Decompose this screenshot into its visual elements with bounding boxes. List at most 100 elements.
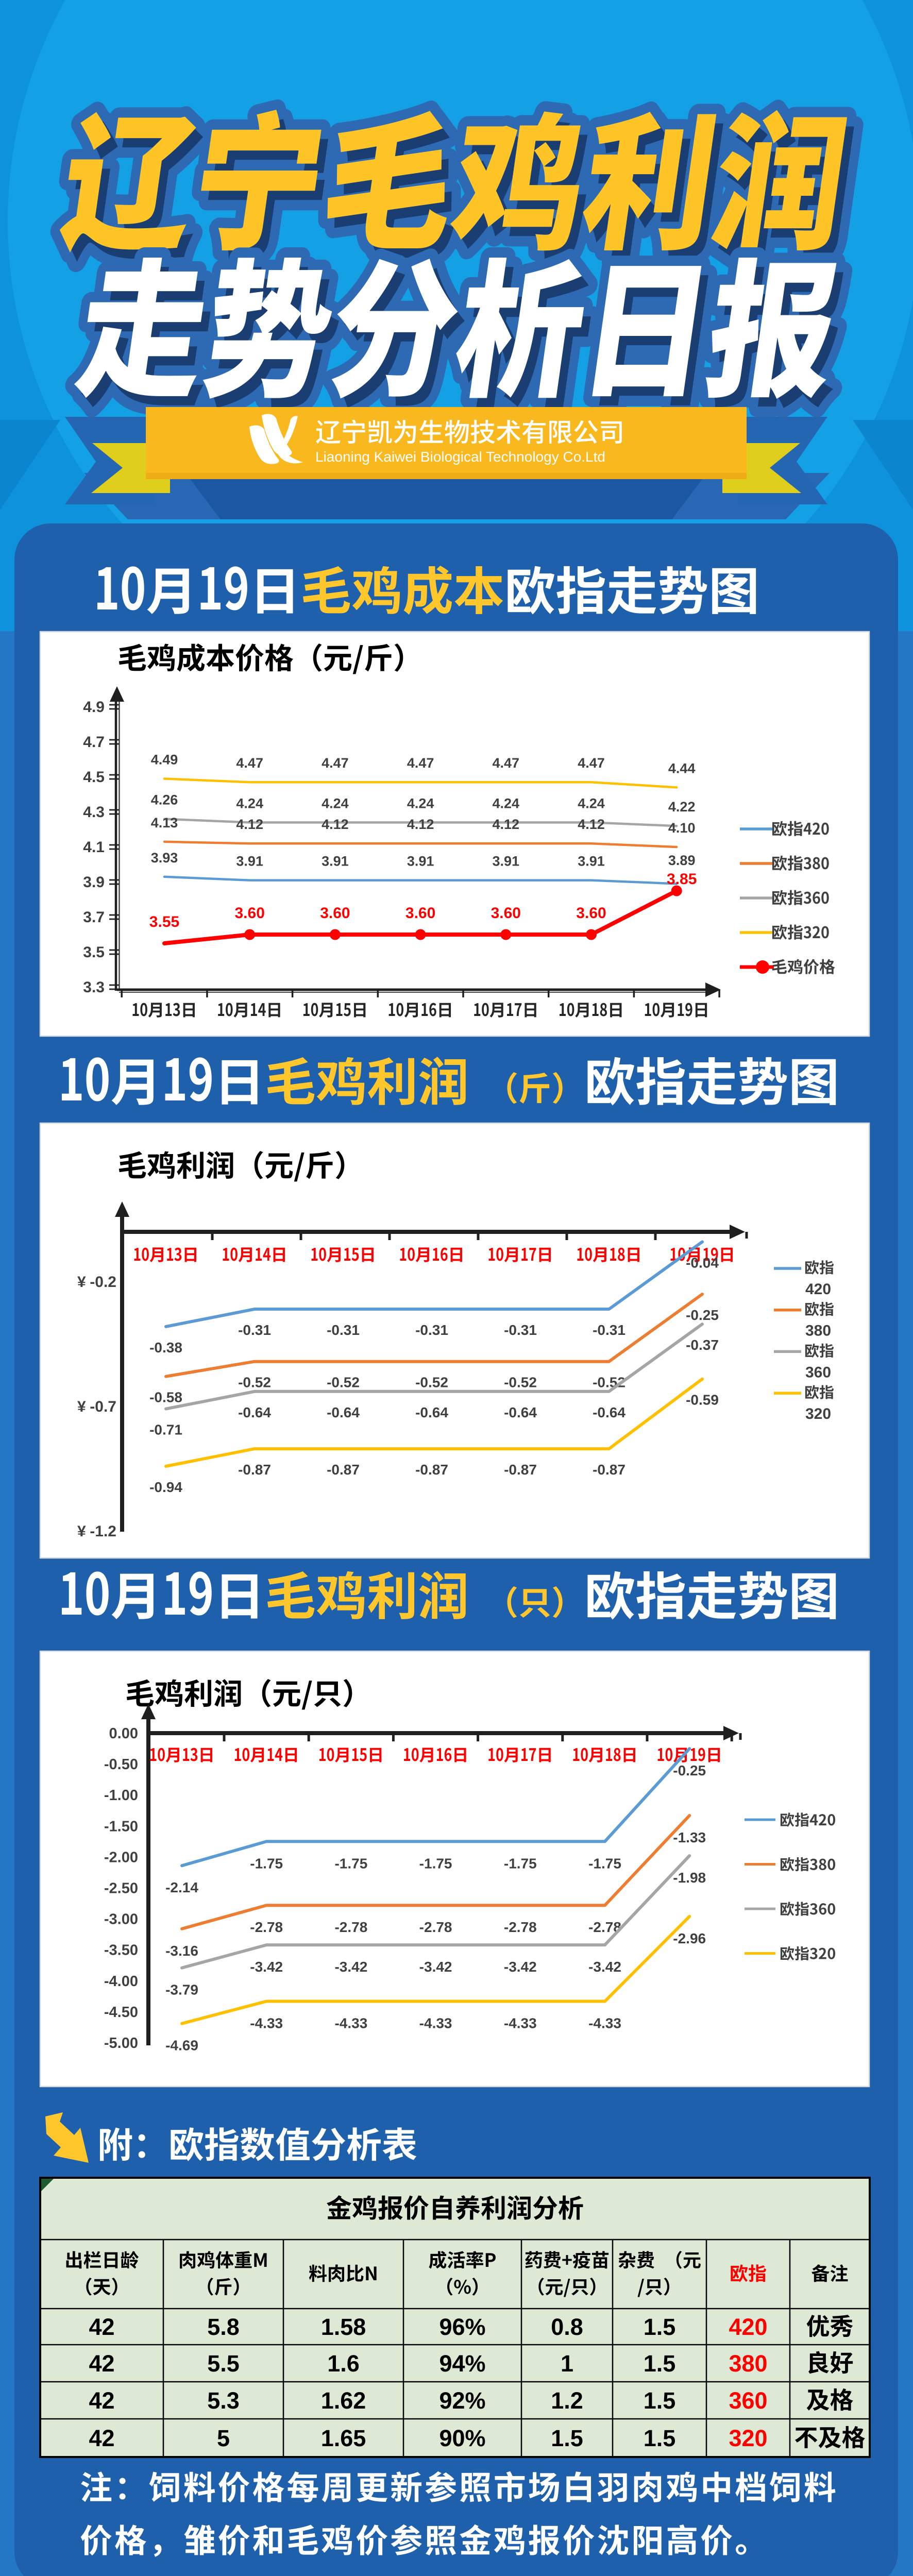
svg-text:4.5: 4.5: [83, 769, 105, 786]
svg-text:3.85: 3.85: [667, 871, 697, 888]
svg-text:0.8: 0.8: [551, 2314, 583, 2340]
svg-text:-1.75: -1.75: [419, 1855, 452, 1871]
svg-text:42: 42: [89, 2425, 114, 2451]
svg-text:3.60: 3.60: [405, 905, 435, 922]
svg-text:3.3: 3.3: [83, 979, 105, 996]
svg-text:4.10: 4.10: [668, 820, 696, 836]
svg-text:94%: 94%: [439, 2350, 485, 2377]
svg-text:-2.14: -2.14: [165, 1879, 198, 1895]
svg-text:3.60: 3.60: [576, 905, 606, 922]
svg-text:4.7: 4.7: [83, 734, 105, 751]
svg-text:92%: 92%: [439, 2387, 485, 2414]
svg-text:-0.2: -0.2: [90, 1274, 116, 1291]
svg-text:3.9: 3.9: [83, 874, 105, 891]
svg-text:-0.52: -0.52: [238, 1375, 271, 1391]
svg-text:-0.52: -0.52: [327, 1375, 360, 1391]
svg-text:4.24: 4.24: [236, 795, 263, 811]
svg-text:-0.7: -0.7: [90, 1398, 116, 1415]
svg-text:96%: 96%: [439, 2314, 485, 2340]
svg-text:-0.37: -0.37: [686, 1337, 719, 1353]
svg-text:4.12: 4.12: [322, 817, 349, 832]
svg-text:3.91: 3.91: [407, 854, 434, 869]
svg-text:-0.87: -0.87: [593, 1462, 625, 1478]
svg-text:-1.00: -1.00: [104, 1787, 138, 1804]
svg-text:4.12: 4.12: [236, 817, 263, 832]
svg-text:-3.42: -3.42: [419, 1959, 452, 1975]
svg-text:360: 360: [729, 2387, 767, 2414]
svg-text:1.5: 1.5: [551, 2425, 583, 2451]
svg-text:-3.16: -3.16: [165, 1943, 198, 1959]
svg-text:-0.58: -0.58: [149, 1389, 182, 1405]
svg-text:4.22: 4.22: [668, 799, 696, 815]
svg-text:-0.64: -0.64: [238, 1404, 271, 1420]
svg-text:3.91: 3.91: [578, 854, 605, 869]
svg-text:42: 42: [89, 2314, 114, 2340]
svg-text:4.47: 4.47: [578, 755, 605, 771]
svg-text:3.93: 3.93: [151, 850, 178, 866]
svg-text:-0.87: -0.87: [415, 1462, 448, 1478]
svg-text:4.3: 4.3: [83, 804, 105, 821]
svg-text:-0.31: -0.31: [593, 1322, 625, 1338]
svg-text:420: 420: [805, 1281, 831, 1298]
svg-text:4.47: 4.47: [322, 755, 349, 771]
svg-text:3.5: 3.5: [83, 944, 105, 961]
svg-text:-1.75: -1.75: [334, 1855, 367, 1871]
svg-text:4.9: 4.9: [83, 699, 105, 716]
svg-text:-2.78: -2.78: [250, 1919, 283, 1935]
svg-text:4.24: 4.24: [407, 795, 434, 811]
svg-text:4.47: 4.47: [493, 755, 520, 771]
svg-text:3.91: 3.91: [493, 854, 520, 869]
svg-text:-0.31: -0.31: [238, 1322, 271, 1338]
svg-text:3.91: 3.91: [322, 854, 349, 869]
svg-text:3.91: 3.91: [236, 854, 263, 869]
svg-text:1.58: 1.58: [321, 2314, 366, 2340]
svg-text:-0.25: -0.25: [673, 1762, 706, 1778]
svg-text:1.5: 1.5: [644, 2387, 676, 2414]
svg-text:-4.33: -4.33: [334, 2015, 367, 2031]
svg-text:-0.64: -0.64: [504, 1404, 537, 1420]
svg-text:-0.94: -0.94: [149, 1479, 182, 1495]
svg-text:-3.79: -3.79: [165, 1982, 198, 1998]
svg-text:3.7: 3.7: [83, 909, 105, 926]
svg-text:320: 320: [729, 2425, 767, 2451]
svg-text:4.24: 4.24: [578, 795, 605, 811]
svg-text:1.5: 1.5: [644, 2425, 676, 2451]
svg-text:4.26: 4.26: [151, 792, 178, 808]
svg-text:-3.42: -3.42: [334, 1959, 367, 1975]
svg-text:-4.69: -4.69: [165, 2038, 198, 2054]
svg-text:-4.33: -4.33: [419, 2015, 452, 2031]
svg-text:-1.50: -1.50: [104, 1818, 138, 1835]
svg-text:-2.78: -2.78: [334, 1919, 367, 1935]
svg-text:-3.42: -3.42: [250, 1959, 283, 1975]
svg-text:4.44: 4.44: [668, 760, 696, 776]
svg-text:5: 5: [217, 2425, 230, 2451]
svg-text:4.12: 4.12: [407, 817, 434, 832]
svg-text:-3.42: -3.42: [588, 1959, 621, 1975]
svg-text:-0.59: -0.59: [686, 1392, 719, 1408]
svg-text:-2.96: -2.96: [673, 1930, 706, 1946]
svg-text:1.5: 1.5: [644, 2350, 676, 2377]
svg-text:-1.33: -1.33: [673, 1829, 706, 1845]
svg-text:-0.64: -0.64: [327, 1404, 360, 1420]
svg-text:¥: ¥: [77, 1274, 86, 1291]
svg-text:-2.00: -2.00: [104, 1849, 138, 1866]
svg-text:-0.87: -0.87: [504, 1462, 537, 1478]
svg-text:-0.31: -0.31: [415, 1322, 448, 1338]
svg-text:-3.42: -3.42: [504, 1959, 537, 1975]
svg-text:-0.50: -0.50: [104, 1756, 138, 1773]
svg-text:360: 360: [805, 1364, 831, 1381]
svg-text:1.65: 1.65: [321, 2425, 366, 2451]
svg-text:-0.38: -0.38: [149, 1340, 182, 1355]
svg-text:4.47: 4.47: [236, 755, 263, 771]
svg-text:1.2: 1.2: [551, 2387, 583, 2414]
svg-text:-2.78: -2.78: [504, 1919, 537, 1935]
svg-text:42: 42: [89, 2387, 114, 2414]
svg-text:-4.50: -4.50: [104, 2004, 138, 2021]
svg-text:-4.33: -4.33: [250, 2015, 283, 2031]
svg-text:1.62: 1.62: [321, 2387, 366, 2414]
svg-text:320: 320: [805, 1405, 831, 1422]
svg-text:-0.64: -0.64: [415, 1404, 448, 1420]
svg-text:-3.50: -3.50: [104, 1942, 138, 1959]
svg-text:-1.98: -1.98: [673, 1870, 706, 1886]
svg-text:380: 380: [729, 2350, 767, 2377]
